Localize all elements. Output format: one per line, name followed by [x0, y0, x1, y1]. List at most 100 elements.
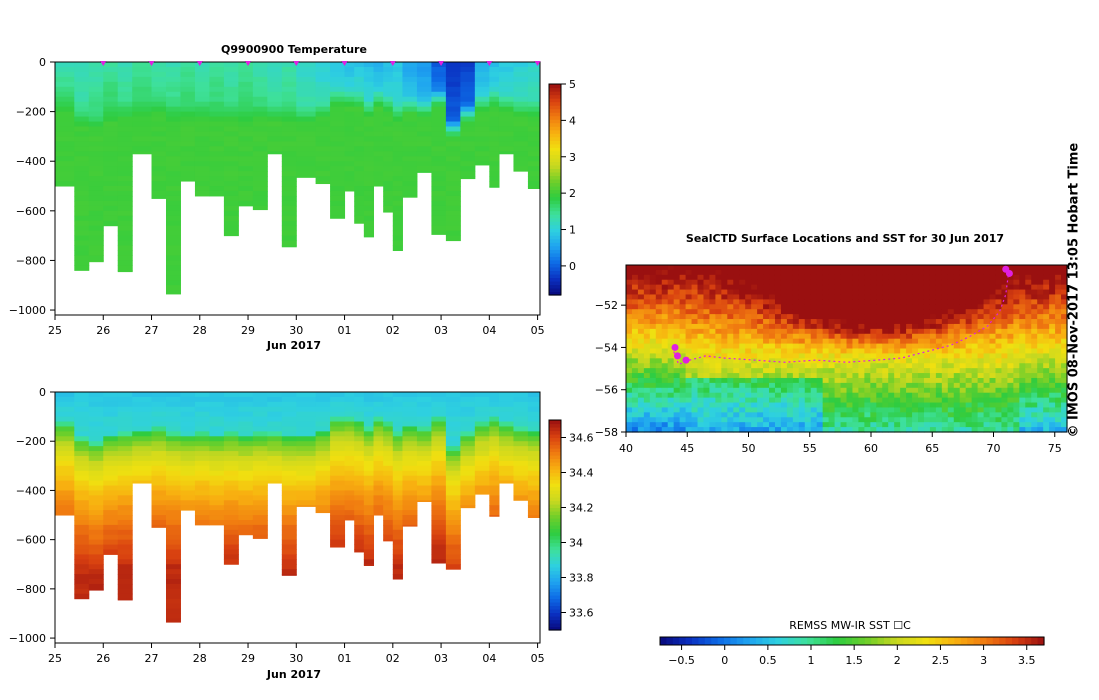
sst-cell: [774, 328, 782, 335]
sst-cell: [923, 382, 931, 389]
temperature-cell: [513, 101, 529, 108]
temperature-cell: [431, 146, 447, 152]
salinity-cell: [209, 396, 225, 403]
temperature-cell: [267, 66, 283, 73]
sst-cell: [876, 319, 883, 325]
temperature-cell: [383, 62, 394, 68]
sst-cell: [816, 402, 824, 409]
sst-cell: [977, 407, 985, 413]
sst-cell: [912, 412, 919, 418]
salinity-cell: [363, 411, 375, 418]
sst-cell: [995, 382, 1003, 389]
sst-cell: [900, 392, 907, 399]
temperature-cell: [315, 106, 331, 113]
colorbar-cell: [549, 483, 561, 488]
salinity-cell: [363, 470, 375, 477]
sst-cell: [995, 323, 1003, 330]
salinity-cell: [392, 401, 403, 408]
sst-cell: [888, 412, 895, 418]
salinity-cell: [194, 480, 210, 487]
temperature-cell: [74, 250, 90, 256]
temperature-cell: [223, 215, 239, 222]
salinity-cell: [194, 396, 210, 403]
salinity-cell: [55, 426, 75, 432]
sst-cell: [739, 382, 746, 389]
sst-cell: [697, 294, 705, 300]
sst-cell: [1043, 333, 1050, 340]
temperature-cell: [296, 81, 317, 88]
sst-cell: [947, 284, 955, 291]
position-marker: [486, 61, 493, 66]
sst-cell: [840, 377, 848, 384]
sst-cell: [965, 373, 973, 379]
sst-cell: [745, 304, 752, 310]
sst-cell: [953, 387, 961, 394]
temperature-cell: [460, 62, 476, 68]
sst-cell: [822, 358, 830, 364]
sst-cell: [631, 382, 639, 389]
temperature-cell: [363, 91, 375, 98]
sst-cell: [780, 328, 788, 335]
salinity-cell: [489, 465, 500, 472]
sst-cell: [703, 269, 711, 276]
colorbar-tick-label: 34.4: [569, 467, 594, 480]
sst-cell: [774, 319, 782, 325]
temperature-cell: [344, 91, 355, 98]
sst-cell: [643, 265, 651, 271]
sst-cell: [983, 319, 991, 325]
temperature-cell: [103, 136, 119, 142]
sst-cell: [804, 348, 812, 355]
salinity-cell: [132, 465, 153, 472]
salinity-cell: [354, 485, 365, 491]
temperature-cell: [88, 126, 104, 132]
sst-cell: [906, 387, 913, 394]
salinity-cell: [165, 549, 181, 555]
temperature-cell: [489, 166, 500, 172]
sst-cell: [840, 397, 848, 404]
sst-cell: [828, 309, 836, 315]
salinity-cell: [209, 510, 225, 516]
colorbar-cell: [549, 129, 561, 134]
salinity-cell: [151, 500, 167, 506]
sst-cell: [667, 338, 675, 345]
sst-cell: [715, 353, 722, 359]
temperature-cell: [527, 176, 541, 182]
temperature-cell: [103, 101, 119, 108]
temperature-cell: [74, 181, 90, 187]
sst-cell: [763, 294, 770, 300]
salinity-cell: [180, 451, 196, 457]
sst-cell: [953, 299, 961, 305]
sst-cell: [959, 269, 967, 276]
temperature-cell: [296, 116, 317, 123]
sst-cell: [733, 358, 740, 364]
sst-cell: [1019, 314, 1026, 320]
salinity-cell: [354, 436, 365, 442]
sst-colorbar-label: REMSS MW-IR SST ☐C: [789, 619, 911, 632]
salinity-cell: [402, 392, 418, 398]
salinity-cell: [513, 480, 529, 487]
salinity-cell: [281, 485, 297, 491]
salinity-cell: [498, 411, 514, 418]
temperature-cell: [209, 116, 225, 123]
sst-cell: [810, 294, 818, 300]
sst-cell: [923, 304, 931, 310]
sst-cell: [894, 274, 901, 281]
sst-cell: [786, 269, 794, 276]
sst-cell: [751, 309, 758, 315]
salinity-cell: [489, 426, 500, 432]
sst-cell: [1007, 284, 1014, 291]
salinity-cell: [315, 490, 331, 496]
sst-cell: [983, 299, 991, 305]
temperature-cell: [151, 176, 167, 182]
temperature-cell: [344, 81, 355, 88]
sst-cell: [727, 274, 734, 281]
temperature-cell: [74, 176, 90, 182]
sst-cell: [709, 427, 716, 433]
sst-cell: [1031, 333, 1038, 340]
salinity-cell: [223, 406, 239, 413]
sst-cell: [989, 269, 997, 276]
salinity-cell: [489, 451, 500, 457]
colorbar-cell: [549, 546, 561, 551]
sst-cell: [965, 358, 973, 364]
salinity-cell: [373, 470, 384, 477]
